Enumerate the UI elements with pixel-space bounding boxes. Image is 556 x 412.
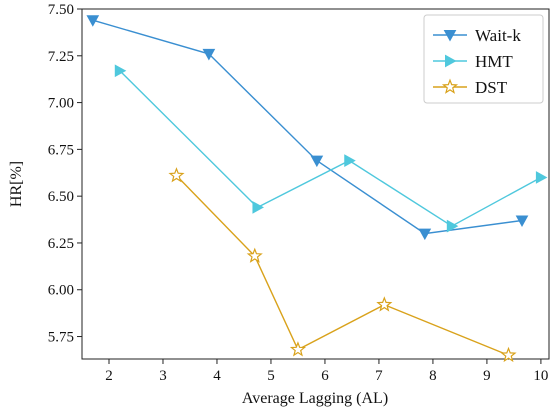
legend-marker <box>445 54 457 68</box>
series-layer <box>86 15 548 363</box>
data-point <box>202 48 216 61</box>
x-tick-label: 2 <box>105 368 113 384</box>
x-tick-label: 8 <box>429 368 437 384</box>
y-axis: 5.75 6.00 6.25 6.50 6.75 7.00 7.25 7.50 <box>48 2 82 346</box>
data-point <box>310 155 324 168</box>
legend-item: HMT <box>433 52 513 71</box>
x-tick-label: 7 <box>375 368 383 384</box>
y-tick-label: 7.25 <box>48 49 74 65</box>
series-hmt <box>114 64 548 233</box>
y-tick-label: 6.00 <box>48 283 74 299</box>
x-axis-label: Average Lagging (AL) <box>242 390 388 407</box>
x-tick-label: 9 <box>483 368 491 384</box>
data-point <box>344 154 356 167</box>
legend-marker <box>443 30 457 42</box>
legend-label: HMT <box>475 52 513 71</box>
x-tick-label: 5 <box>267 368 275 384</box>
data-point <box>114 64 127 78</box>
x-tick-label: 4 <box>213 368 221 384</box>
series-wait-k <box>86 15 529 241</box>
x-axis: 2 3 4 5 6 7 8 9 10 <box>105 359 548 384</box>
data-point <box>252 201 264 214</box>
x-tick-label: 3 <box>159 368 167 384</box>
legend-box <box>423 14 544 104</box>
y-tick-label: 5.75 <box>48 330 74 346</box>
y-axis-label: HR[%] <box>8 161 25 207</box>
data-point <box>446 219 459 233</box>
legend-item: Wait-k <box>433 26 521 45</box>
y-tick-label: 6.75 <box>48 142 74 158</box>
data-point <box>246 247 263 263</box>
data-point <box>500 346 517 363</box>
data-point <box>168 167 185 183</box>
data-point <box>376 296 393 312</box>
y-tick-label: 6.50 <box>48 189 74 205</box>
series-dst <box>168 167 517 363</box>
data-point <box>289 341 307 357</box>
y-tick-label: 6.25 <box>48 236 74 252</box>
x-tick-label: 6 <box>321 368 329 384</box>
plot-frame <box>81 8 550 360</box>
legend-item: DST <box>433 78 508 97</box>
data-point <box>418 228 432 241</box>
series-line <box>175 175 509 356</box>
legend-label: DST <box>475 78 508 97</box>
legend-marker <box>441 78 459 94</box>
x-tick-label: 10 <box>533 368 548 384</box>
y-tick-label: 7.50 <box>48 2 74 18</box>
y-tick-label: 7.00 <box>48 96 74 112</box>
legend: Wait-k HMT DST <box>423 14 544 104</box>
legend-label: Wait-k <box>475 26 521 45</box>
data-point <box>535 171 548 184</box>
data-point <box>86 15 100 27</box>
data-point <box>515 215 529 228</box>
